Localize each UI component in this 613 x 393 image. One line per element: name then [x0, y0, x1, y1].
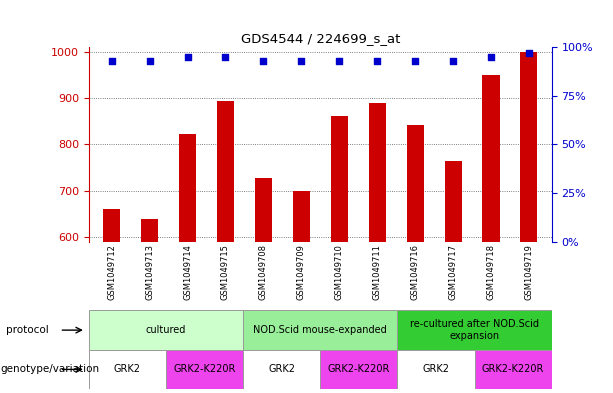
- Bar: [179, 134, 196, 242]
- Point: [183, 54, 192, 60]
- Text: GRK2: GRK2: [268, 364, 295, 375]
- Text: GRK2: GRK2: [422, 364, 449, 375]
- Bar: [89, 350, 166, 389]
- Point: [410, 58, 420, 64]
- Point: [448, 58, 458, 64]
- Bar: [444, 161, 462, 242]
- Bar: [243, 310, 397, 350]
- Point: [221, 54, 230, 60]
- Title: GDS4544 / 224699_s_at: GDS4544 / 224699_s_at: [241, 31, 400, 44]
- Point: [297, 58, 306, 64]
- Text: re-cultured after NOD.Scid
expansion: re-cultured after NOD.Scid expansion: [410, 320, 539, 341]
- Text: GRK2-K220R: GRK2-K220R: [482, 364, 544, 375]
- Bar: [474, 350, 552, 389]
- Text: GRK2-K220R: GRK2-K220R: [328, 364, 390, 375]
- Point: [334, 58, 344, 64]
- Bar: [321, 350, 397, 389]
- Bar: [255, 178, 272, 242]
- Point: [107, 58, 116, 64]
- Text: GRK2: GRK2: [114, 364, 141, 375]
- Bar: [141, 219, 158, 242]
- Text: cultured: cultured: [146, 325, 186, 335]
- Bar: [243, 350, 321, 389]
- Point: [145, 58, 154, 64]
- Text: genotype/variation: genotype/variation: [0, 364, 99, 375]
- Text: GRK2-K220R: GRK2-K220R: [173, 364, 236, 375]
- Bar: [166, 350, 243, 389]
- Point: [486, 54, 496, 60]
- Bar: [406, 125, 424, 242]
- Bar: [293, 191, 310, 242]
- Bar: [103, 209, 120, 242]
- Point: [259, 58, 268, 64]
- Bar: [331, 116, 348, 242]
- Bar: [89, 310, 243, 350]
- Text: protocol: protocol: [6, 325, 49, 335]
- Bar: [368, 103, 386, 242]
- Text: NOD.Scid mouse-expanded: NOD.Scid mouse-expanded: [253, 325, 387, 335]
- Bar: [397, 310, 552, 350]
- Bar: [520, 52, 538, 242]
- Bar: [397, 350, 474, 389]
- Bar: [217, 101, 234, 242]
- Point: [372, 58, 382, 64]
- Bar: [482, 75, 500, 242]
- Point: [524, 50, 534, 56]
